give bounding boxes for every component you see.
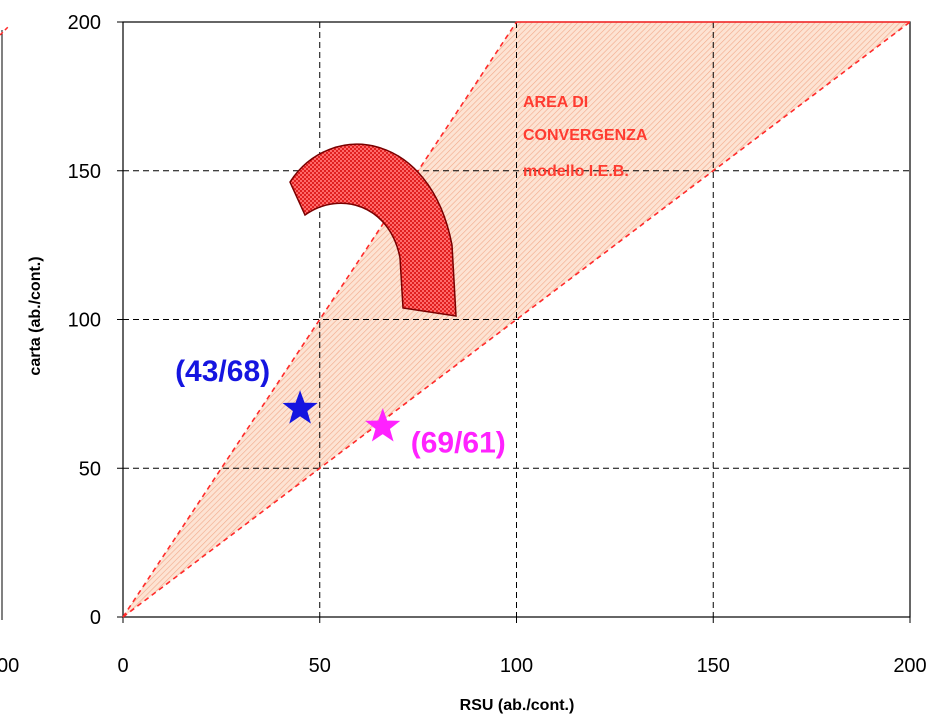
y-axis-title: carta (ab./cont.) (27, 256, 44, 375)
star-point-2 (365, 408, 401, 442)
y-tick-label: 0 (90, 607, 101, 629)
area-label-line-1: AREA DI (523, 94, 588, 111)
area-label-line-3: modello I.E.B. (523, 163, 629, 180)
y-tick-label: 100 (68, 310, 101, 332)
boundary-line-1 (122, 21, 518, 618)
curved-arrow (289, 143, 457, 317)
star-point-1 (282, 390, 318, 424)
point-label-2: (69/61) (411, 427, 506, 460)
y-tick-label: 200 (68, 12, 101, 34)
point-label-1: (43/68) (175, 355, 270, 388)
y-tick-label: 50 (79, 458, 101, 480)
x-tick-label: 50 (309, 655, 331, 677)
x-tick-label: 200 (893, 655, 926, 677)
x-tick-label: 150 (697, 655, 730, 677)
left-edge-dash (0, 26, 9, 36)
y-tick-label: 150 (68, 161, 101, 183)
left-clipped-tick: 00 (0, 655, 19, 677)
x-axis-title: RSU (ab./cont.) (460, 697, 575, 714)
plot-layer: 0 50 100 150 200 0 50 100 150 200 (43/68) (69/61) (68, 12, 927, 677)
x-tick-label: 0 (117, 655, 128, 677)
x-tick-label: 100 (500, 655, 533, 677)
area-label-line-2: CONVERGENZA (523, 127, 648, 144)
boundary-line-2 (122, 21, 911, 618)
